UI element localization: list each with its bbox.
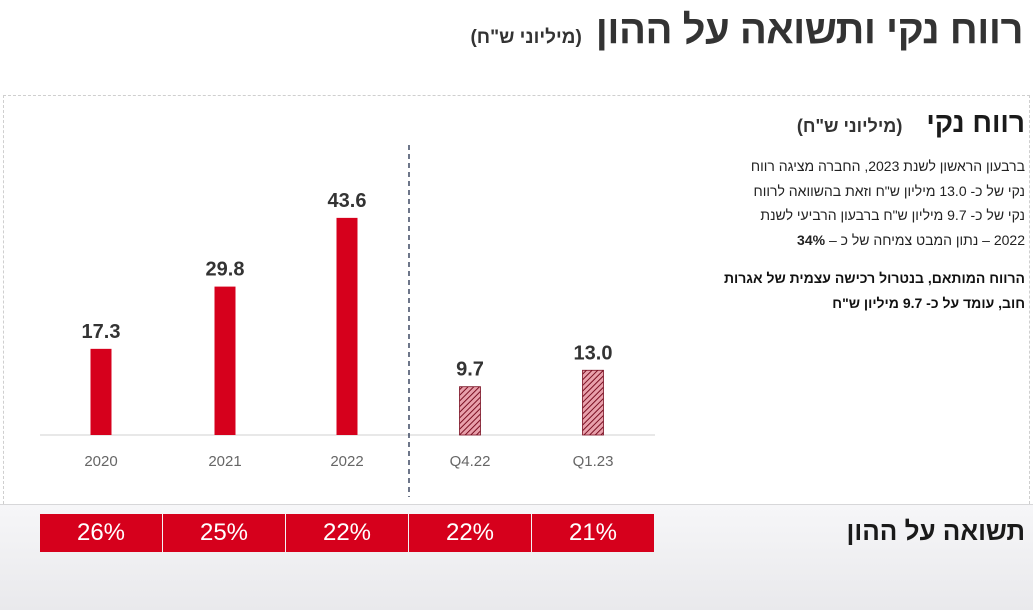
bar-value-label: 9.7 — [456, 359, 484, 381]
description-line: 2022 – נתון המבט צמיחה של כ – 34% — [725, 228, 1025, 253]
growth-percent: 34% — [797, 231, 826, 248]
roe-cell: 25% — [163, 514, 285, 552]
x-tick-label: Q1.23 — [573, 453, 614, 470]
roe-title: תשואה על ההון — [846, 516, 1025, 546]
bar-Q4.22 — [459, 386, 481, 436]
note-line: חוב, עומד על כ- 9.7 מיליון ש"ח — [832, 294, 1025, 311]
net-profit-description: ברבעון הראשון לשנת 2023, החברה מציגה רוו… — [725, 154, 1025, 252]
description-line: נקי של כ- 13.0 מיליון ש"ח וזאת בהשוואה ל… — [753, 182, 1026, 199]
note-line: הרווח המותאם, בנטרול רכישה עצמית של אגרו… — [723, 270, 1025, 286]
roe-cell: 26% — [40, 514, 162, 552]
bar-value-label: 29.8 — [206, 259, 245, 281]
bar-2022 — [336, 217, 358, 435]
description-text: 2022 – נתון המבט צמיחה של כ – — [825, 231, 1025, 248]
bar-2020 — [90, 348, 112, 435]
x-tick-label: 2021 — [208, 453, 241, 470]
x-tick-label: 2020 — [84, 453, 117, 470]
x-tick-label: Q4.22 — [450, 453, 491, 470]
bar-value-label: 13.0 — [574, 342, 613, 364]
x-tick-label: 2022 — [330, 453, 363, 470]
net-profit-unit: (מיליוני ש"ח) — [796, 116, 903, 136]
page-title: רווח נקי ותשואה על ההון (מיליוני ש"ח) — [470, 8, 1023, 56]
roe-cell: 22% — [409, 514, 531, 552]
net-profit-heading: רווח נקי (מיליוני ש"ח) — [797, 107, 1025, 139]
net-profit-card — [3, 95, 1030, 504]
net-profit-title: רווח נקי — [926, 107, 1025, 138]
adjusted-profit-note: הרווח המותאם, בנטרול רכישה עצמית של אגרו… — [705, 266, 1025, 315]
bar-value-label: 43.6 — [328, 190, 367, 212]
roe-cell: 21% — [532, 514, 654, 552]
bar-2021 — [214, 286, 236, 435]
page-title-text: רווח נקי ותשואה על ההון — [595, 8, 1024, 52]
roe-cell: 22% — [286, 514, 408, 552]
bar-Q1.23 — [582, 369, 604, 436]
roe-values: 26% 25% 22% 22% 21% — [40, 514, 655, 552]
bar-value-label: 17.3 — [82, 321, 121, 343]
page-title-unit: (מיליוני ש"ח) — [470, 27, 582, 48]
description-line: ברבעון הראשון לשנת 2023, החברה מציגה רוו… — [750, 158, 1025, 174]
description-line: נקי של כ- 9.7 מיליון ש"ח ברבעון הרביעי ל… — [760, 207, 1025, 223]
